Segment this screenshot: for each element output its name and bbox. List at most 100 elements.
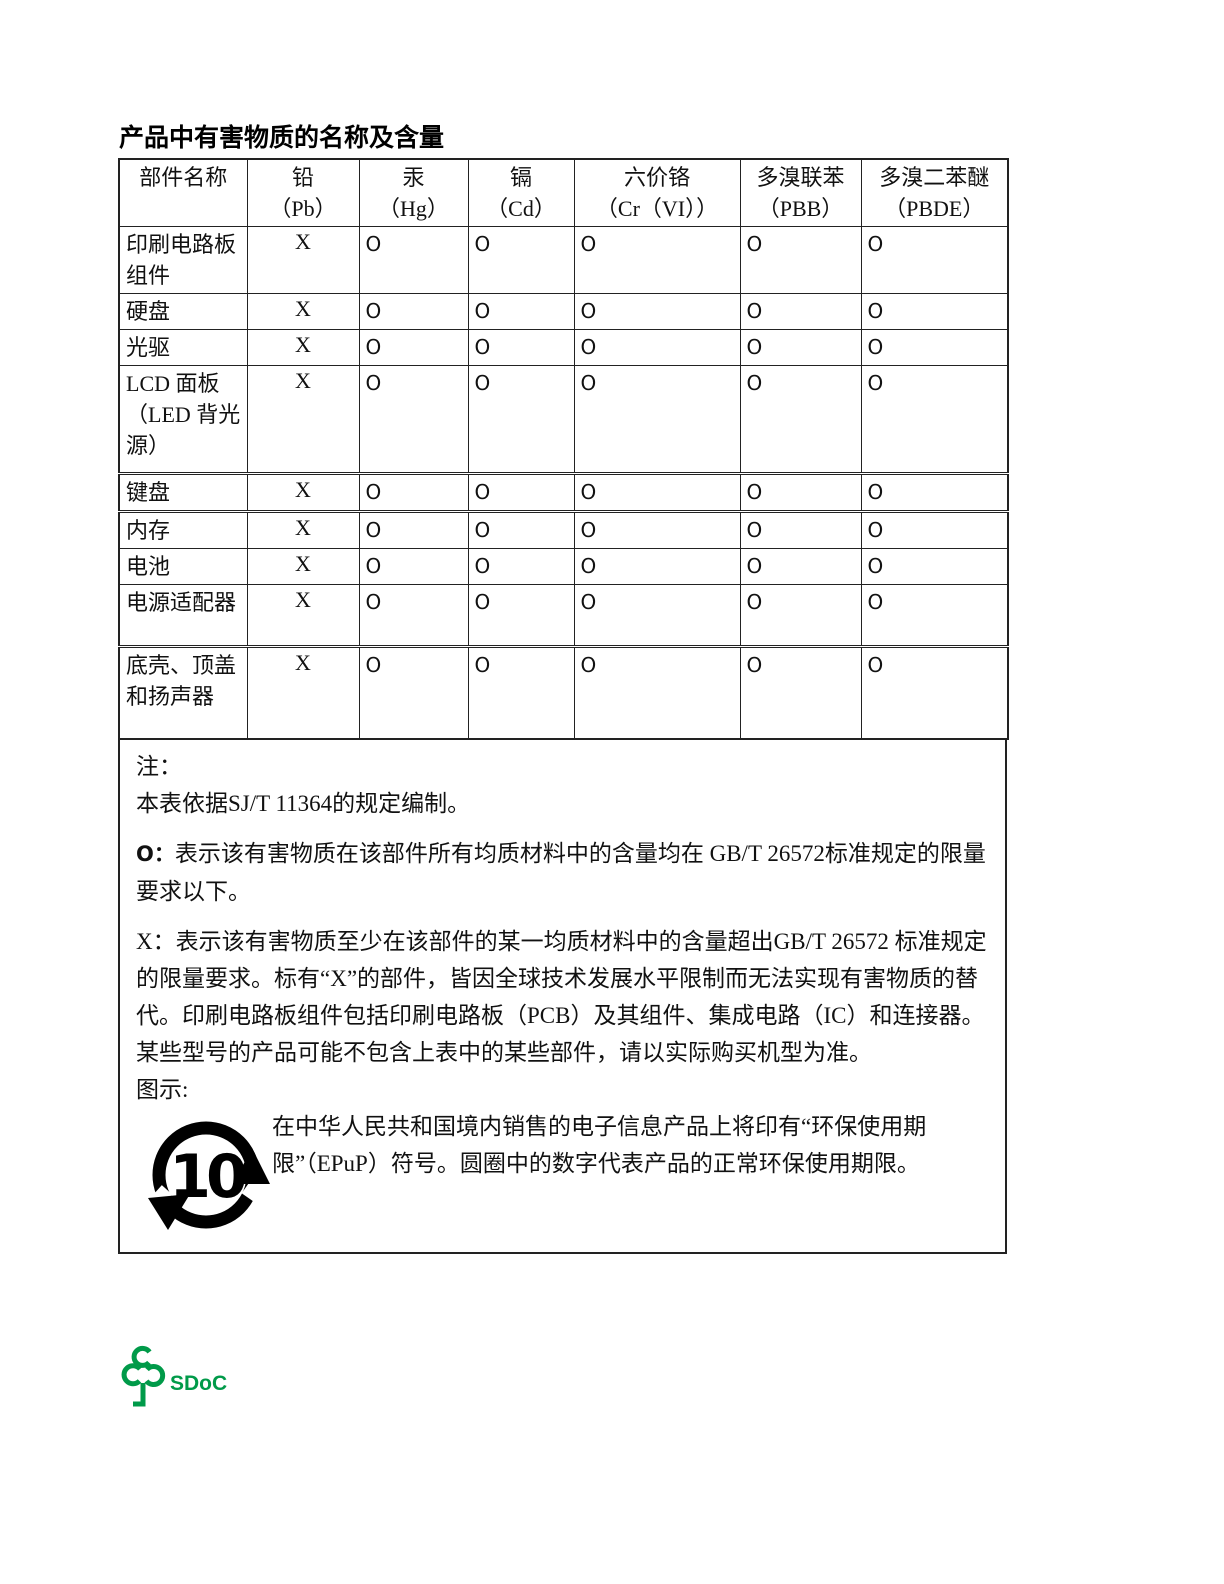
cd-cell: O	[467, 293, 575, 330]
pb-cell: X	[246, 646, 360, 739]
epup-text: 在中华人民共和国境内销售的电子信息产品上将印有“环保使用期限”（EPuP）符号。…	[272, 1113, 927, 1176]
legend-label: 图示:	[136, 1076, 189, 1102]
table-row: 光驱 X O O O O O	[118, 329, 1009, 366]
pbde-cell: O	[860, 473, 1009, 513]
pbde-cell: O	[860, 365, 1009, 475]
hg-cell: O	[358, 548, 469, 585]
pbde-cell: O	[860, 293, 1009, 330]
component-cell: 电池	[118, 548, 248, 585]
crvi-cell: O	[573, 226, 741, 294]
pbb-cell: O	[739, 646, 862, 739]
pbb-cell: O	[739, 329, 862, 366]
table-row: 内存 X O O O O O	[118, 511, 1009, 549]
pbb-cell: O	[739, 584, 862, 648]
header-cadmium: 镉（Cd）	[467, 158, 575, 227]
hg-cell: O	[358, 329, 469, 366]
component-cell: 内存	[118, 511, 248, 549]
cd-cell: O	[467, 584, 575, 648]
cd-cell: O	[467, 226, 575, 294]
note-o-prefix: O：	[136, 841, 175, 866]
note-o-text: 表示该有害物质在该部件所有均质材料中的含量均在 GB/T 26572标准规定的限…	[136, 840, 986, 904]
crvi-cell: O	[573, 365, 741, 475]
component-cell: 印刷电路板组件	[118, 226, 248, 294]
table-header-row: 部件名称 铅（Pb） 汞（Hg） 镉（Cd） 六价铬 （Cr（VI）） 多溴联苯（…	[118, 158, 1009, 227]
hg-cell: O	[358, 646, 469, 739]
cd-cell: O	[467, 548, 575, 585]
header-component: 部件名称	[118, 158, 248, 227]
note-o: O：表示该有害物质在该部件所有均质材料中的含量均在 GB/T 26572标准规定…	[136, 835, 991, 910]
epup-section: 10 在中华人民共和国境内销售的电子信息产品上将印有“环保使用期限”（EPuP）…	[136, 1108, 991, 1242]
epup-10-year-recycle-icon: 10	[142, 1121, 271, 1230]
pbb-cell: O	[739, 511, 862, 549]
hg-cell: O	[358, 473, 469, 513]
pbb-cell: O	[739, 473, 862, 513]
pbb-cell: O	[739, 226, 862, 294]
pb-cell: X	[246, 548, 360, 585]
hg-cell: O	[358, 293, 469, 330]
table-row: 电源适配器 X O O O O O	[118, 584, 1009, 648]
sdoc-label: SDoC	[170, 1372, 228, 1395]
pbde-cell: O	[860, 548, 1009, 585]
crvi-cell: O	[573, 293, 741, 330]
table-row: 底壳、顶盖和扬声器 X O O O O O	[118, 646, 1009, 739]
note-heading: 注：	[136, 753, 182, 779]
component-cell: LCD 面板（LED 背光源）	[118, 365, 248, 475]
crvi-cell: O	[573, 646, 741, 739]
table-row: 印刷电路板组件 X O O O O O	[118, 226, 1009, 294]
table-row: 硬盘 X O O O O O	[118, 293, 1009, 330]
header-pbde: 多溴二苯醚 （PBDE）	[860, 158, 1009, 227]
hg-cell: O	[358, 226, 469, 294]
pbde-cell: O	[860, 646, 1009, 739]
component-cell: 键盘	[118, 473, 248, 513]
pb-cell: X	[246, 329, 360, 366]
component-cell: 电源适配器	[118, 584, 248, 648]
epup-years: 10	[169, 1142, 245, 1212]
crvi-cell: O	[573, 473, 741, 513]
pbde-cell: O	[860, 329, 1009, 366]
table-row: 电池 X O O O O O	[118, 548, 1009, 585]
pbb-cell: O	[739, 548, 862, 585]
sdoc-logo: SDoC	[120, 1344, 227, 1410]
pbde-cell: O	[860, 511, 1009, 549]
pb-cell: X	[246, 226, 360, 294]
component-cell: 光驱	[118, 329, 248, 366]
crvi-cell: O	[573, 329, 741, 366]
hazardous-substances-table: 部件名称 铅（Pb） 汞（Hg） 镉（Cd） 六价铬 （Cr（VI）） 多溴联苯（…	[118, 158, 1009, 740]
pbde-cell: O	[860, 226, 1009, 294]
hg-cell: O	[358, 365, 469, 475]
cd-cell: O	[467, 329, 575, 366]
note-x: X：表示该有害物质至少在该部件的某一均质材料中的含量超出GB/T 26572 标…	[136, 923, 991, 1071]
pb-cell: X	[246, 511, 360, 549]
rohs-content: 部件名称 铅（Pb） 汞（Hg） 镉（Cd） 六价铬 （Cr（VI）） 多溴联苯（…	[118, 158, 1009, 1254]
pb-cell: X	[246, 473, 360, 513]
pbde-cell: O	[860, 584, 1009, 648]
crvi-cell: O	[573, 548, 741, 585]
cd-cell: O	[467, 646, 575, 739]
note-x-text: 表示该有害物质至少在该部件的某一均质材料中的含量超出GB/T 26572 标准规…	[136, 928, 987, 1065]
pb-cell: X	[246, 365, 360, 475]
pb-cell: X	[246, 584, 360, 648]
note-x-prefix: X：	[136, 928, 176, 954]
table-row: 键盘 X O O O O O	[118, 473, 1009, 513]
header-hexavalent-chromium: 六价铬 （Cr（VI））	[573, 158, 741, 227]
pb-cell: X	[246, 293, 360, 330]
page-title: 产品中有害物质的名称及含量	[119, 125, 445, 152]
cd-cell: O	[467, 511, 575, 549]
component-cell: 底壳、顶盖和扬声器	[118, 646, 248, 739]
crvi-cell: O	[573, 511, 741, 549]
note-basis: 本表依据SJ/T 11364的规定编制。	[136, 790, 471, 816]
cd-cell: O	[467, 365, 575, 475]
crvi-cell: O	[573, 584, 741, 648]
header-lead: 铅（Pb）	[246, 158, 360, 227]
table-row: LCD 面板（LED 背光源） X O O O O O	[118, 365, 1009, 475]
header-pbb: 多溴联苯 （PBB）	[739, 158, 862, 227]
hg-cell: O	[358, 511, 469, 549]
pbb-cell: O	[739, 293, 862, 330]
pbb-cell: O	[739, 365, 862, 475]
header-mercury: 汞（Hg）	[358, 158, 469, 227]
hg-cell: O	[358, 584, 469, 648]
notes-box: 注： 本表依据SJ/T 11364的规定编制。 O：表示该有害物质在该部件所有均…	[118, 739, 1007, 1254]
cd-cell: O	[467, 473, 575, 513]
sdoc-tree-icon	[121, 1346, 166, 1407]
